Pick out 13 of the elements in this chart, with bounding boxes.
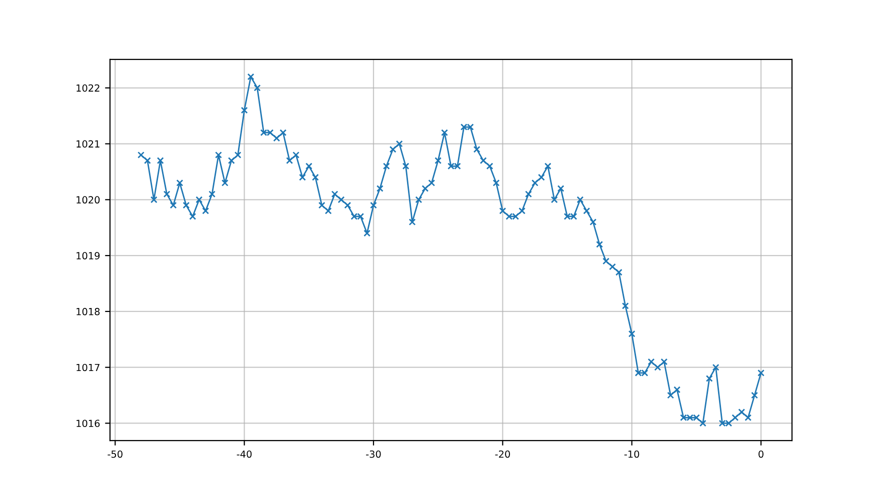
y-tick-label: 1019 [76,252,100,260]
y-tick-label: 1022 [76,84,100,92]
x-tick-label: -10 [624,450,640,458]
y-tick-label: 1020 [76,196,100,204]
x-tick-label: 0 [758,450,764,458]
x-tick-label: -50 [108,450,122,458]
y-tick-label: 1017 [76,364,100,372]
y-tick-label: 1016 [76,420,100,428]
x-tick-label: -20 [495,450,510,458]
y-tick-label: 1021 [76,140,100,148]
x-tick-label: -30 [366,450,381,458]
y-tick-label: 1018 [76,308,100,316]
x-tick-label: -40 [236,450,252,458]
